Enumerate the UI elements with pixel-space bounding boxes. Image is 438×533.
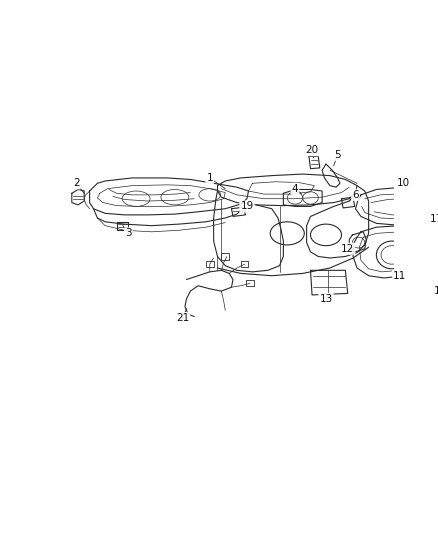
FancyBboxPatch shape <box>241 261 248 267</box>
Text: 2: 2 <box>73 179 80 188</box>
Text: 15: 15 <box>434 286 438 296</box>
Text: 20: 20 <box>305 145 318 155</box>
Text: 4: 4 <box>292 184 298 193</box>
FancyBboxPatch shape <box>221 253 229 260</box>
Text: 21: 21 <box>176 313 189 323</box>
Text: 10: 10 <box>397 179 410 188</box>
Text: 11: 11 <box>393 271 406 281</box>
Text: 13: 13 <box>319 294 332 304</box>
Text: 17: 17 <box>429 214 438 224</box>
FancyBboxPatch shape <box>246 280 254 287</box>
Text: 6: 6 <box>352 190 359 200</box>
Text: 5: 5 <box>334 150 341 160</box>
Text: 12: 12 <box>341 244 354 254</box>
Text: 1: 1 <box>206 173 213 183</box>
FancyBboxPatch shape <box>206 261 214 267</box>
Text: 14: 14 <box>437 235 438 245</box>
Text: 19: 19 <box>240 201 254 212</box>
Text: 3: 3 <box>125 228 132 238</box>
